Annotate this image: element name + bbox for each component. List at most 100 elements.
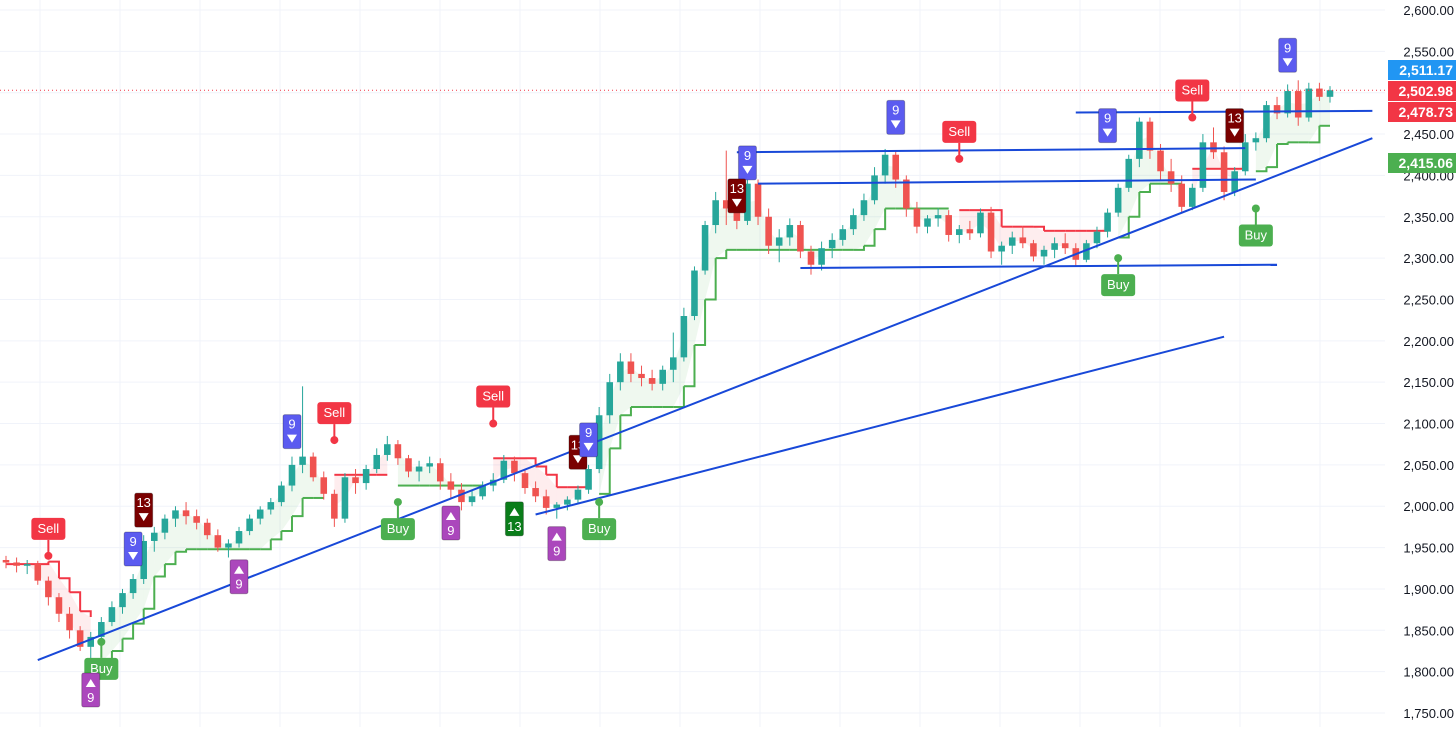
candle[interactable] — [151, 526, 158, 552]
candle[interactable] — [680, 307, 688, 362]
candle[interactable] — [818, 241, 825, 271]
price-tag[interactable]: 2,478.73 — [1388, 102, 1456, 122]
candle[interactable] — [1316, 82, 1323, 101]
candle[interactable] — [66, 607, 73, 639]
candle[interactable] — [384, 435, 391, 461]
candle[interactable] — [246, 514, 253, 536]
candle[interactable] — [1146, 117, 1154, 159]
candle[interactable] — [775, 229, 783, 263]
candle[interactable] — [945, 210, 952, 242]
trend-line[interactable] — [800, 263, 1278, 270]
candle[interactable] — [1061, 233, 1069, 254]
signal-setup-down[interactable]: 9 — [886, 99, 906, 135]
signal-setup-down[interactable]: 9 — [1278, 37, 1298, 73]
trend-line[interactable] — [1075, 109, 1373, 114]
candle[interactable] — [850, 208, 857, 235]
price-tag[interactable]: 2,502.98 — [1388, 81, 1456, 101]
candle[interactable] — [13, 557, 20, 573]
candle[interactable] — [511, 456, 518, 482]
candle[interactable] — [1051, 237, 1058, 259]
signal-countdown-down[interactable]: 13 — [1225, 108, 1245, 144]
candle[interactable] — [998, 241, 1005, 265]
candle[interactable] — [955, 225, 963, 244]
signal-buy[interactable]: Buy — [380, 498, 415, 541]
candle[interactable] — [362, 464, 370, 490]
signal-setup-down[interactable]: 9 — [737, 145, 757, 181]
candle[interactable] — [871, 167, 878, 205]
candle[interactable] — [235, 526, 243, 548]
candle[interactable] — [76, 626, 84, 651]
candle[interactable] — [1263, 100, 1270, 143]
candle[interactable] — [542, 489, 550, 515]
candle[interactable] — [1178, 175, 1185, 213]
candle[interactable] — [934, 208, 942, 227]
signal-countdown-down[interactable]: 13 — [134, 492, 154, 528]
candle[interactable] — [373, 448, 381, 474]
candle[interactable] — [55, 593, 63, 623]
candle[interactable] — [1199, 134, 1207, 192]
price-tag[interactable]: 2,511.17 — [1388, 60, 1456, 80]
signal-setup-down[interactable]: 9 — [1098, 108, 1118, 144]
trend-line[interactable] — [758, 178, 1256, 185]
candle[interactable] — [182, 502, 190, 525]
trend-line[interactable] — [535, 335, 1225, 516]
signal-setup-up[interactable]: 9 — [547, 526, 567, 562]
candle[interactable] — [987, 206, 995, 259]
candle[interactable] — [98, 617, 105, 642]
candle[interactable] — [320, 471, 328, 500]
candle[interactable] — [585, 464, 592, 494]
candle[interactable] — [1019, 226, 1027, 249]
candle[interactable] — [1294, 80, 1302, 126]
candle[interactable] — [648, 369, 656, 391]
signal-setup-up[interactable]: 9 — [441, 505, 461, 541]
candle[interactable] — [468, 489, 476, 507]
candle[interactable] — [701, 220, 709, 275]
candle[interactable] — [309, 452, 317, 482]
candle[interactable] — [172, 506, 179, 527]
candle[interactable] — [45, 576, 52, 606]
candle[interactable] — [1241, 134, 1249, 176]
candle[interactable] — [405, 454, 412, 478]
candle[interactable] — [256, 506, 264, 525]
candle[interactable] — [214, 529, 222, 552]
candle[interactable] — [638, 365, 645, 387]
candle[interactable] — [754, 179, 762, 226]
candle[interactable] — [1210, 127, 1217, 159]
candle[interactable] — [722, 150, 730, 226]
candle[interactable] — [479, 481, 486, 500]
candle[interactable] — [203, 518, 211, 540]
signal-countdown-up[interactable]: 13 — [504, 501, 524, 537]
candle[interactable] — [1189, 183, 1196, 211]
candle[interactable] — [828, 233, 836, 259]
candle[interactable] — [331, 489, 338, 527]
candle[interactable] — [1284, 84, 1291, 118]
candle[interactable] — [193, 509, 200, 530]
candle[interactable] — [129, 574, 137, 599]
candle[interactable] — [225, 539, 232, 558]
candle[interactable] — [108, 601, 116, 627]
candle[interactable] — [119, 588, 126, 614]
candle[interactable] — [521, 469, 529, 494]
candle[interactable] — [34, 560, 42, 585]
signal-sell[interactable]: Sell — [1175, 79, 1210, 122]
signal-sell[interactable]: Sell — [942, 120, 977, 163]
signal-buy[interactable]: Buy — [582, 498, 617, 541]
candle[interactable] — [341, 473, 349, 523]
signal-setup-down[interactable]: 9 — [282, 414, 302, 450]
candle[interactable] — [1030, 239, 1037, 262]
candle[interactable] — [564, 496, 571, 511]
candle[interactable] — [1040, 245, 1048, 265]
candle[interactable] — [659, 365, 666, 391]
candle[interactable] — [966, 220, 974, 240]
candle[interactable] — [924, 215, 931, 234]
candle[interactable] — [860, 193, 868, 221]
candle[interactable] — [881, 148, 889, 184]
candle[interactable] — [670, 332, 677, 383]
candle[interactable] — [140, 535, 147, 584]
candle[interactable] — [352, 469, 359, 494]
candle[interactable] — [458, 483, 465, 511]
candle[interactable] — [278, 481, 285, 507]
trend-line[interactable] — [736, 147, 1246, 154]
candle[interactable] — [712, 191, 719, 234]
